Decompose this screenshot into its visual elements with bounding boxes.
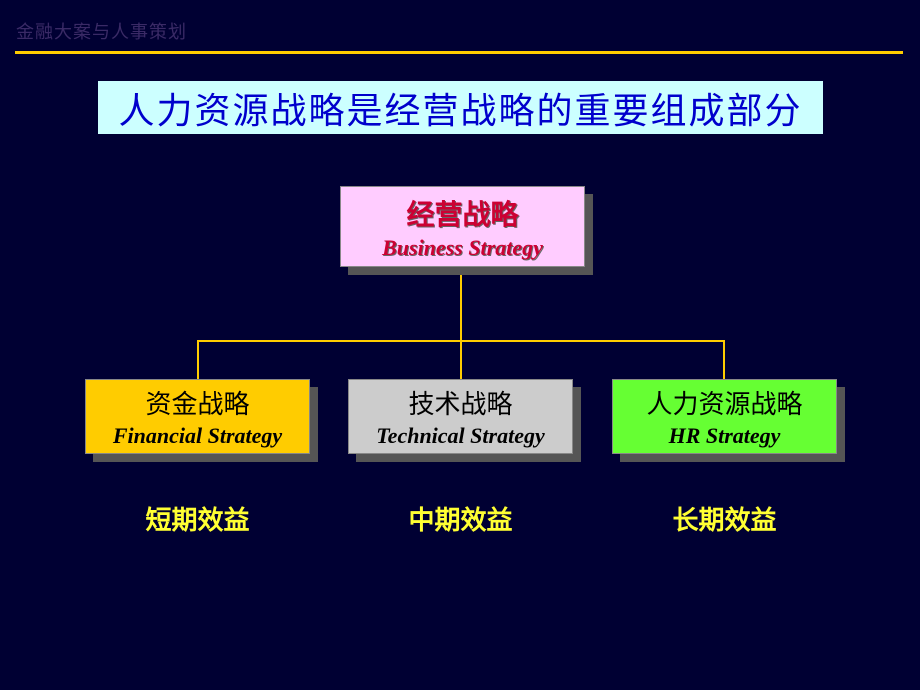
connector-line <box>460 267 462 340</box>
parent-node-label-en: Business Strategy <box>382 235 543 261</box>
child-caption: 中期效益 <box>348 500 573 537</box>
connector-line <box>460 340 462 379</box>
slide-title: 人力资源战略是经营战略的重要组成部分 <box>98 81 823 134</box>
child-node-label-cn: 人力资源战略 <box>646 384 802 421</box>
connector-line <box>197 340 199 379</box>
parent-node: 经营战略 Business Strategy <box>340 186 585 267</box>
child-node-label-cn: 技术战略 <box>408 384 512 421</box>
child-node-hr: 人力资源战略 HR Strategy <box>612 379 837 454</box>
child-node-financial: 资金战略 Financial Strategy <box>85 379 310 454</box>
child-caption: 长期效益 <box>612 500 837 537</box>
connector-line <box>723 340 725 379</box>
child-node-label-en: HR Strategy <box>669 423 781 449</box>
child-node-technical: 技术战略 Technical Strategy <box>348 379 573 454</box>
child-caption: 短期效益 <box>85 500 310 537</box>
child-node-label-en: Financial Strategy <box>113 423 282 449</box>
parent-node-label-cn: 经营战略 <box>406 193 518 233</box>
header-underline <box>15 51 903 54</box>
header-label: 金融大案与人事策划 <box>16 18 187 44</box>
child-node-label-en: Technical Strategy <box>376 423 544 449</box>
child-node-label-cn: 资金战略 <box>145 384 249 421</box>
